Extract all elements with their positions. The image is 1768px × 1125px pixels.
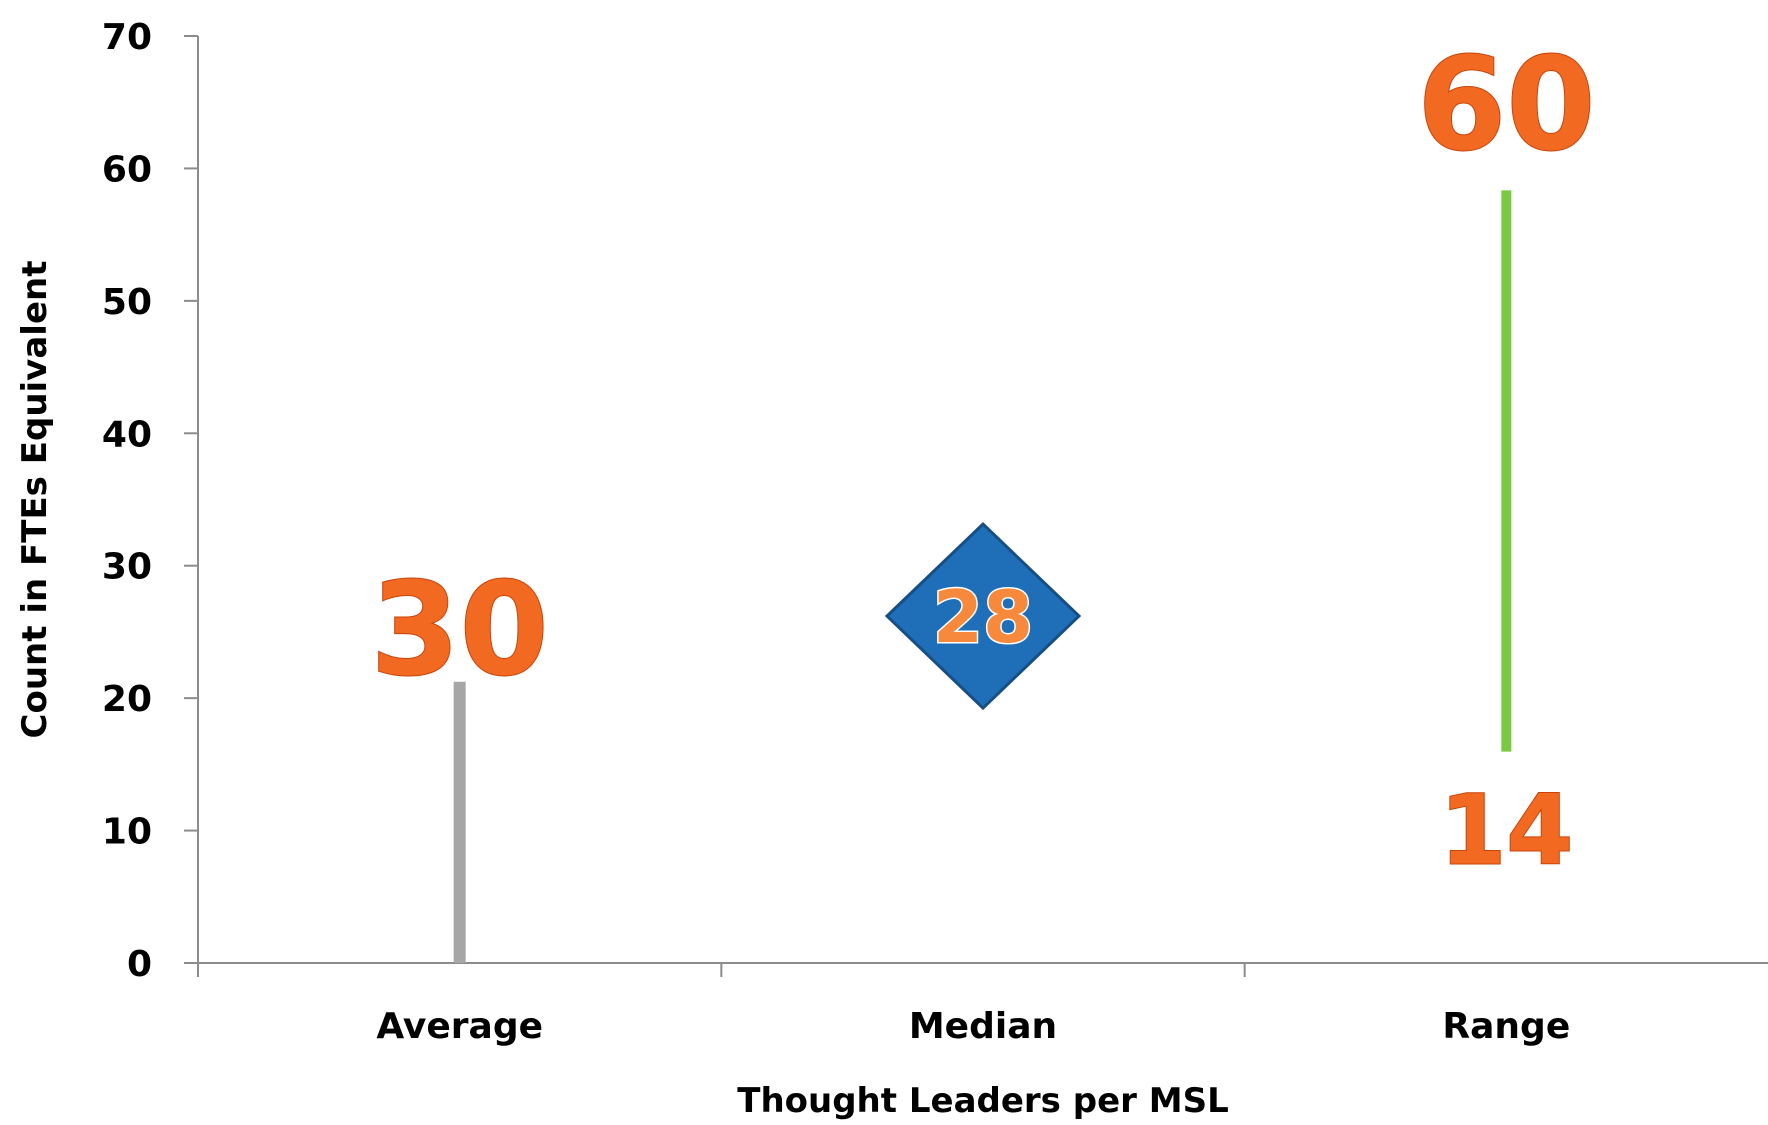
- median-value-label: 28: [933, 575, 1033, 659]
- y-tick-label: 0: [127, 944, 152, 985]
- average-value-label: 30: [371, 556, 549, 705]
- category-label-median: Median: [909, 1006, 1057, 1047]
- category-label-range: Range: [1442, 1006, 1570, 1047]
- median-diamond-marker: [884, 521, 1082, 711]
- category-label-average: Average: [376, 1006, 543, 1047]
- y-tick-label: 50: [102, 282, 152, 323]
- y-tick-label: 30: [102, 547, 152, 588]
- y-tick-label: 10: [102, 812, 152, 853]
- y-tick-label: 40: [102, 414, 152, 455]
- y-axis-title: Count in FTEs Equivalent: [15, 261, 55, 739]
- y-tick-label: 60: [102, 149, 152, 190]
- range-max-label: 60: [1417, 30, 1595, 179]
- range-min-label: 14: [1440, 775, 1574, 887]
- y-tick-label: 20: [102, 679, 152, 720]
- y-tick-label: 70: [102, 17, 152, 58]
- y-axis-ticks: 0 10 20 30 40 50 60 70: [102, 17, 198, 985]
- x-axis-title: Thought Leaders per MSL: [737, 1081, 1229, 1121]
- x-axis-ticks: [197, 963, 1246, 977]
